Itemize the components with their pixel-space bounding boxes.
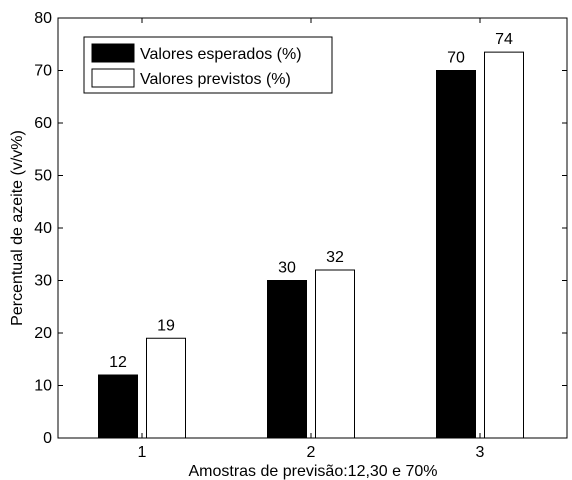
x-tick-label: 2 <box>307 444 316 461</box>
x-tick-label: 3 <box>476 444 485 461</box>
legend-label-predicted: Valores previstos (%) <box>140 71 291 88</box>
y-tick-label: 20 <box>34 325 52 342</box>
bar-predicted <box>315 269 355 439</box>
data-label-predicted: 32 <box>326 249 344 266</box>
x-tick-label: 1 <box>138 444 147 461</box>
y-tick-label: 80 <box>34 10 52 27</box>
legend-swatch-expected <box>91 43 135 63</box>
legend-label-expected: Valores esperados (%) <box>140 46 302 63</box>
y-tick-label: 0 <box>43 430 52 447</box>
y-tick-label: 50 <box>34 168 52 185</box>
y-tick-label: 30 <box>34 273 52 290</box>
data-label-predicted: 74 <box>495 31 513 48</box>
data-labels: 12 30 70 19 32 74 <box>109 31 513 371</box>
bar-predicted <box>484 51 524 439</box>
data-label-predicted: 19 <box>157 317 175 334</box>
data-label-expected: 12 <box>109 354 127 371</box>
bar-group <box>98 51 524 439</box>
bar-predicted <box>146 337 186 439</box>
y-tick-label: 60 <box>34 115 52 132</box>
x-axis-label: Amostras de previsão:12,30 e 70% <box>188 463 437 480</box>
data-label-expected: 70 <box>447 50 465 67</box>
y-axis-ticks: 0 10 20 30 40 50 60 70 80 <box>34 10 567 447</box>
x-axis-ticks: 1 2 3 <box>138 18 485 461</box>
legend: Valores esperados (%) Valores previstos … <box>83 36 333 94</box>
legend-swatch-predicted <box>91 68 135 88</box>
data-label-expected: 30 <box>278 260 296 277</box>
bar-expected <box>98 374 138 439</box>
y-tick-label: 10 <box>34 378 52 395</box>
y-axis-label: Percentual de azeite (v/v%) <box>9 130 26 326</box>
bar-expected <box>436 70 476 439</box>
y-tick-label: 70 <box>34 63 52 80</box>
bar-expected <box>267 280 307 439</box>
y-tick-label: 40 <box>34 220 52 237</box>
